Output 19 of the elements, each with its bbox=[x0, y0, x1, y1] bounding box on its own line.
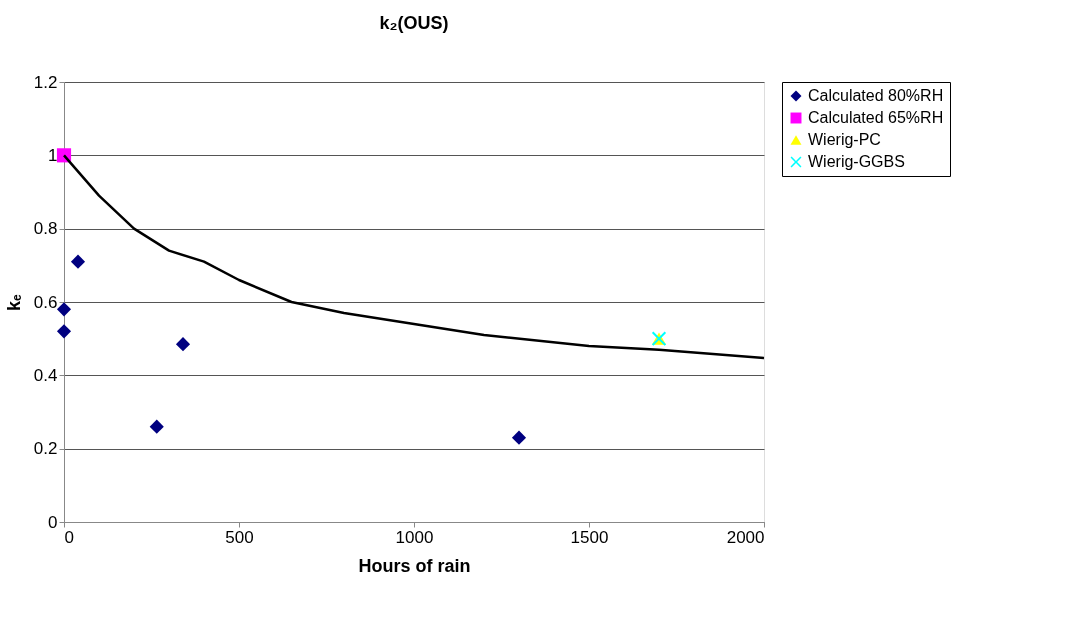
y-tick-label: 0.4 bbox=[33, 365, 58, 385]
legend-label: Calculated 65%RH bbox=[808, 109, 944, 126]
x-tick-label: 500 bbox=[225, 527, 254, 547]
y-tick-label: 0.8 bbox=[33, 219, 58, 239]
y-tick-label: 0 bbox=[48, 512, 58, 532]
x-axis-title: Hours of rain bbox=[358, 555, 471, 576]
x-tick-label: 1500 bbox=[570, 527, 609, 547]
legend-label: Wierig-PC bbox=[808, 131, 881, 148]
y-tick-label: 1 bbox=[48, 145, 58, 165]
x-tick-label: 2000 bbox=[726, 527, 765, 547]
y-tick-label: 0.6 bbox=[33, 292, 58, 312]
y-tick-label: 1.2 bbox=[33, 72, 58, 92]
legend-label: Calculated 80%RH bbox=[808, 87, 944, 104]
x-tick-label: 0 bbox=[64, 527, 74, 547]
y-tick-label: 0.2 bbox=[33, 439, 58, 459]
x-tick-label: 1000 bbox=[395, 527, 434, 547]
chart-title: k₂(OUS) bbox=[379, 13, 449, 33]
legend-label: Wierig-GGBS bbox=[808, 153, 905, 170]
y-axis-title: kₑ bbox=[3, 293, 24, 311]
